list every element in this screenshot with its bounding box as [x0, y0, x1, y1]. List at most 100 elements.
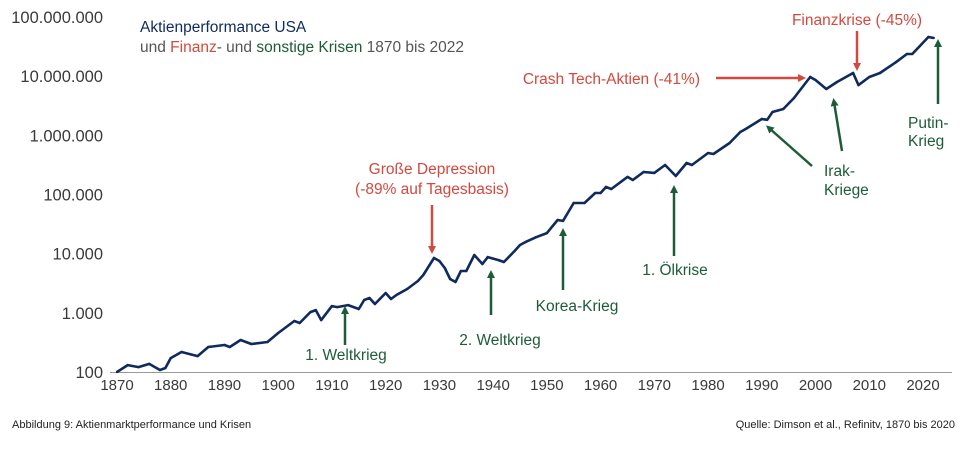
- annotation-label: 2. Weltkrieg: [459, 332, 541, 349]
- data-point: [148, 362, 151, 366]
- data-point: [744, 127, 747, 131]
- annotation-label: Große Depression: [369, 161, 496, 178]
- y-axis: 100 1.000 10.000 100.000 1.000.000 10.000.000…: [11, 9, 103, 382]
- x-tick-label: 1920: [369, 377, 402, 394]
- data-point: [250, 342, 253, 346]
- data-point: [330, 304, 334, 308]
- annotation-label: Kriege: [824, 182, 869, 199]
- data-point: [765, 118, 769, 121]
- x-tick-label: 1940: [476, 377, 509, 394]
- data-point: [438, 259, 441, 263]
- data-point: [362, 298, 366, 302]
- annotation-label: Krieg: [908, 133, 944, 150]
- annotation-ww1: 1. Weltkrieg: [305, 306, 387, 364]
- x-tick-label: 1900: [262, 377, 295, 394]
- x-tick-label: 2000: [799, 377, 832, 394]
- arrow-icon: [830, 98, 844, 152]
- annotation-label: 1. Weltkrieg: [305, 347, 387, 364]
- x-tick-label: 1950: [530, 377, 563, 394]
- data-point: [808, 75, 812, 79]
- data-point: [878, 71, 882, 75]
- annotation-label: (-89% auf Tagesbasis): [355, 181, 509, 198]
- data-point: [126, 363, 129, 367]
- y-tick-label: 100: [75, 364, 103, 382]
- data-point: [473, 253, 476, 257]
- data-point: [857, 83, 860, 87]
- y-tick-label: 100.000: [43, 186, 103, 204]
- data-point: [336, 305, 339, 309]
- data-point: [835, 80, 839, 84]
- x-tick-label: 1970: [638, 377, 671, 394]
- data-point: [395, 293, 398, 297]
- data-point: [448, 277, 452, 281]
- x-tick-label: 1880: [154, 377, 187, 394]
- data-point: [454, 280, 457, 284]
- annotation-label: Irak-: [824, 163, 855, 180]
- data-point: [771, 110, 774, 114]
- data-point: [293, 319, 296, 323]
- annotation-iraq-wars: Irak- Kriege: [766, 98, 869, 199]
- annotation-label: 1. Ölkrise: [642, 261, 707, 279]
- data-point: [706, 151, 710, 155]
- annotation-ww2: 2. Weltkrieg: [459, 270, 541, 349]
- data-point: [309, 310, 312, 314]
- series-line: [116, 35, 934, 374]
- annotation-putin-war: Putin- Krieg: [908, 39, 949, 150]
- data-point: [583, 201, 586, 205]
- y-tick-label: 10.000.000: [20, 68, 103, 86]
- x-tick-label: 1870: [100, 377, 133, 394]
- x-tick-label: 2020: [906, 377, 939, 394]
- annotation-oil-crisis: 1. Ölkrise: [642, 185, 708, 279]
- data-point: [169, 356, 172, 360]
- data-point: [196, 354, 199, 358]
- data-point: [443, 266, 446, 270]
- data-point: [180, 350, 183, 354]
- x-tick-label: 1890: [208, 377, 241, 394]
- annotation-label: Crash Tech-Aktien (-41%): [523, 71, 700, 88]
- data-point: [739, 130, 742, 134]
- data-point: [814, 78, 817, 82]
- data-point: [239, 338, 242, 342]
- arrow-icon: [766, 125, 813, 167]
- data-point: [894, 60, 898, 64]
- data-point: [422, 273, 425, 277]
- data-point: [868, 75, 871, 79]
- data-point: [653, 171, 656, 175]
- title-line-1: Aktienperformance USA: [140, 19, 307, 36]
- data-point: [164, 366, 167, 370]
- data-point: [266, 340, 269, 344]
- x-tick-label: 1910: [315, 377, 348, 394]
- annotation-financial-crisis: Finanzkrise (-45%): [792, 12, 922, 71]
- data-point: [599, 191, 602, 195]
- data-point: [631, 178, 635, 182]
- data-point: [384, 291, 387, 295]
- data-point: [674, 174, 678, 178]
- data-point: [115, 370, 119, 374]
- data-point: [298, 321, 301, 325]
- data-point: [137, 365, 140, 369]
- x-tick-label: 1990: [745, 377, 778, 394]
- data-point: [685, 161, 688, 165]
- data-point: [760, 117, 763, 121]
- data-point: [932, 36, 935, 40]
- y-tick-label: 1.000.000: [30, 127, 103, 145]
- data-point: [314, 308, 318, 312]
- annotation-label: Korea-Krieg: [536, 298, 619, 315]
- data-point: [158, 368, 162, 372]
- x-tick-label: 2010: [853, 377, 886, 394]
- data-point: [825, 87, 828, 91]
- annotation-korea: Korea-Krieg: [536, 228, 619, 315]
- annotation-label: Putin-: [908, 115, 949, 132]
- data-point: [851, 71, 855, 75]
- data-point: [524, 240, 527, 244]
- figure-caption: Abbildung 9: Aktienmarktperformance und …: [12, 419, 251, 431]
- y-tick-label: 10.000: [53, 246, 103, 264]
- data-point: [357, 307, 360, 311]
- data-point: [782, 107, 785, 111]
- data-point: [497, 258, 500, 262]
- data-point: [416, 279, 420, 283]
- data-point: [481, 262, 484, 266]
- x-tick-label: 1980: [691, 377, 724, 394]
- data-point: [561, 219, 565, 223]
- data-point: [911, 52, 914, 56]
